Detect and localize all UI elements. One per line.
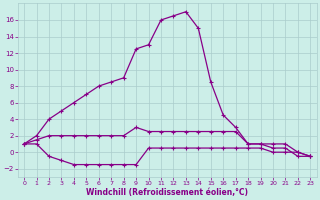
X-axis label: Windchill (Refroidissement éolien,°C): Windchill (Refroidissement éolien,°C) — [86, 188, 248, 197]
